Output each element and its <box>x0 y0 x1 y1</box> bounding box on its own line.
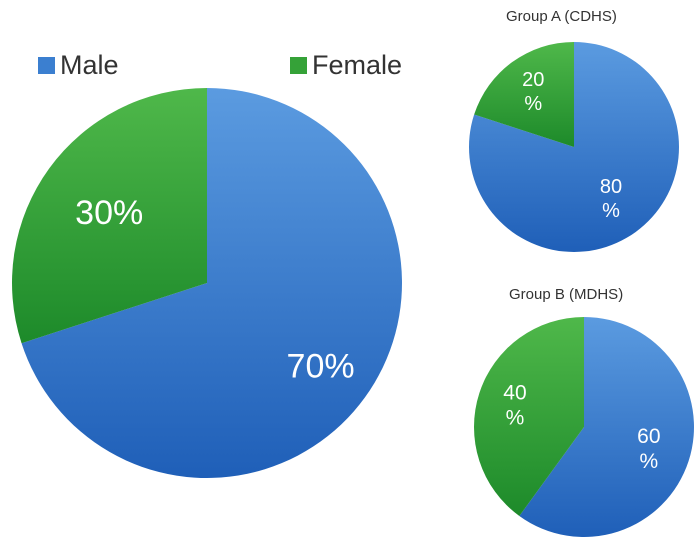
pie-main-label-male: 70% <box>287 347 355 385</box>
pie-group-a-slice-female <box>474 42 574 147</box>
chart-title-group-a: Group A (CDHS) <box>506 8 617 25</box>
pie-group-a-label-male: 80% <box>600 176 622 222</box>
legend-swatch-female <box>290 57 307 74</box>
legend-label-female: Female <box>312 50 403 80</box>
pie-main-slice-male <box>21 88 403 478</box>
pie-main-label-female: 30% <box>75 194 143 232</box>
pie-group-b-label-female: 40% <box>503 381 526 429</box>
pie-group-b-slice-female <box>473 317 584 516</box>
pie-main-slice-female <box>11 88 208 344</box>
pie-group-a-label-female: 20% <box>522 69 544 115</box>
chart-title-group-b: Group B (MDHS) <box>509 286 624 303</box>
legend-swatch-male <box>38 57 55 74</box>
legend-item-male: Male <box>38 50 119 81</box>
legend-item-female: Female <box>290 50 402 81</box>
pie-group-b-label-male: 60% <box>637 425 660 473</box>
pie-group-b-slice-male <box>519 317 694 537</box>
legend-label-male: Male <box>60 50 119 80</box>
